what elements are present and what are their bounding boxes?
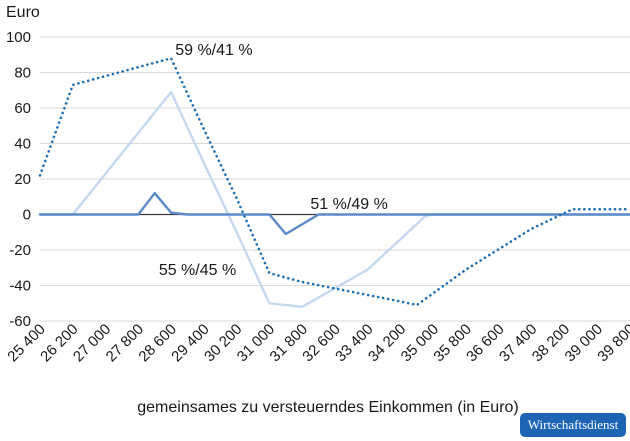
annotations: 59 %/41 % 51 %/49 % 55 %/45 % [159,42,388,279]
y-axis-label: Euro [6,4,40,21]
y-tick-label: -40 [9,278,31,295]
series-lines [38,56,630,308]
series-annotation: 51 %/49 % [310,196,387,213]
y-tick-label: 100 [6,29,31,46]
y-tick-label: 20 [14,171,31,188]
y-tick-label: 60 [14,100,31,117]
grid [40,36,630,322]
y-tick-label: 40 [14,136,31,153]
y-tick-label: -60 [9,313,31,330]
y-tick-label: -20 [9,242,31,259]
series-annotation: 59 %/41 % [175,42,252,59]
y-tick-label: 80 [14,65,31,82]
y-axis: 100 80 60 40 20 0 -20 -40 -60 [6,29,31,330]
y-tick-label: 0 [23,207,31,224]
x-axis-label: gemeinsames zu versteuerndes Einkommen (… [137,399,519,416]
series-line-1 [38,56,630,307]
series-annotation: 55 %/45 % [159,262,236,279]
series-line-3 [38,191,630,236]
publisher-badge: Wirtschaftsdienst [520,413,626,437]
